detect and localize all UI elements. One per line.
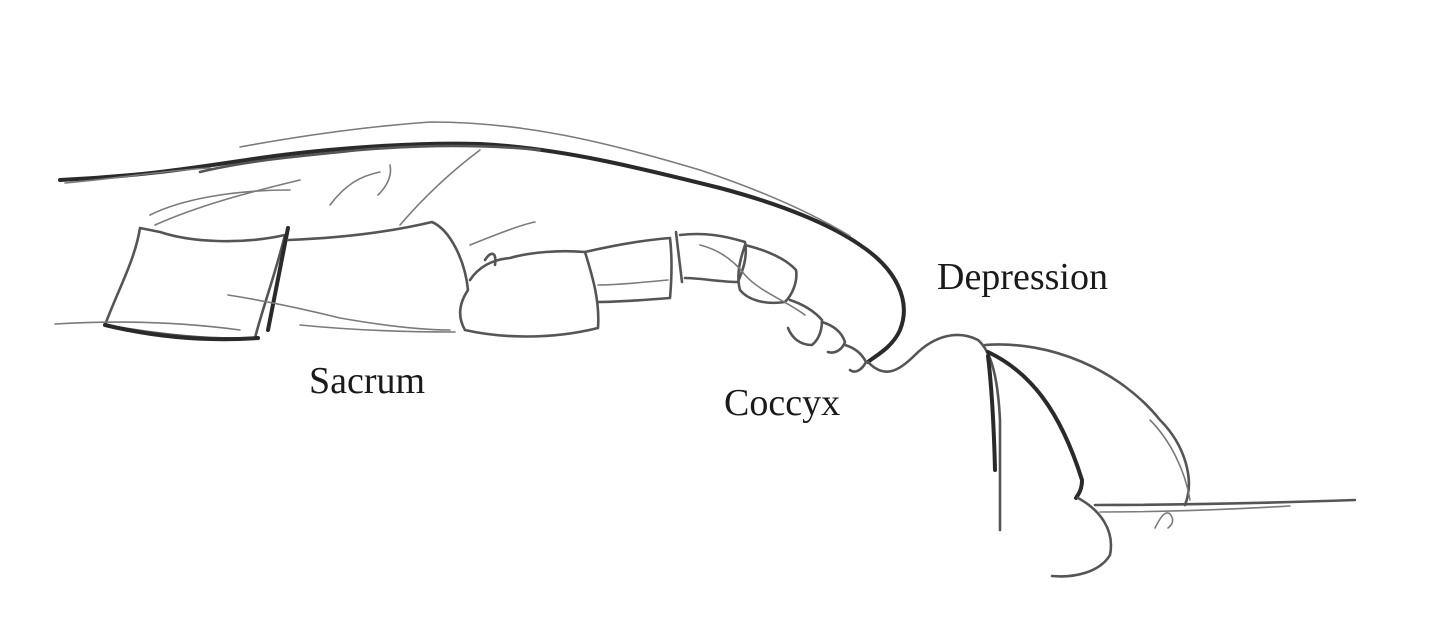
coccyx-segment-1-divider <box>674 230 684 284</box>
buttock-inner-dark <box>986 350 1084 500</box>
coccyx-segment-2 <box>737 243 798 305</box>
sacral-segment-4-line <box>597 279 669 286</box>
sacrum-inner-arc-3 <box>377 164 392 196</box>
sacrum-inner-arc-2 <box>329 171 381 206</box>
sacrum-inner-arc <box>399 149 481 226</box>
depression-label: Depression <box>937 256 1108 298</box>
coccyx-segment-3 <box>786 298 824 347</box>
buttock-outline <box>983 343 1191 507</box>
sacral-segment-1-divider <box>266 226 290 332</box>
coccyx-segment-5 <box>843 343 868 373</box>
sacrum-inner-line <box>154 179 301 226</box>
back-contour-extra <box>198 144 542 174</box>
buttock-inner-dark-2 <box>986 354 997 472</box>
sacrum-label: Sacrum <box>309 360 426 402</box>
back-contour-outline <box>58 141 906 364</box>
sacral-segment-4 <box>583 236 673 304</box>
floor-line-2 <box>1099 505 1291 513</box>
depression-curve <box>866 333 1002 532</box>
sacral-segment-1-base <box>103 323 260 342</box>
sacral-segment-1-underline <box>54 321 241 331</box>
sacral-segment-1-inner <box>227 294 451 331</box>
sacral-segment-2 <box>286 220 470 332</box>
back-contour-outline-upper <box>239 121 851 237</box>
coccyx-segment-4 <box>820 320 847 354</box>
coccyx-label: Coccyx <box>724 382 841 424</box>
buttock-side <box>1149 419 1191 501</box>
sacral-segment-3-notch <box>483 252 497 267</box>
sacral-segment-2-base <box>299 324 456 333</box>
sacral-segment-3 <box>463 249 600 338</box>
sacral-segment-3-top <box>469 221 536 246</box>
back-contour-outline-left <box>64 167 211 184</box>
sacrum-inner-line-2 <box>149 189 291 216</box>
floor-mark <box>1154 512 1174 529</box>
floor-line <box>1093 498 1357 507</box>
buttock-lower-curve <box>1050 496 1113 578</box>
coccyx-tip-line <box>699 244 806 316</box>
coccyx-segment-1 <box>678 232 748 284</box>
